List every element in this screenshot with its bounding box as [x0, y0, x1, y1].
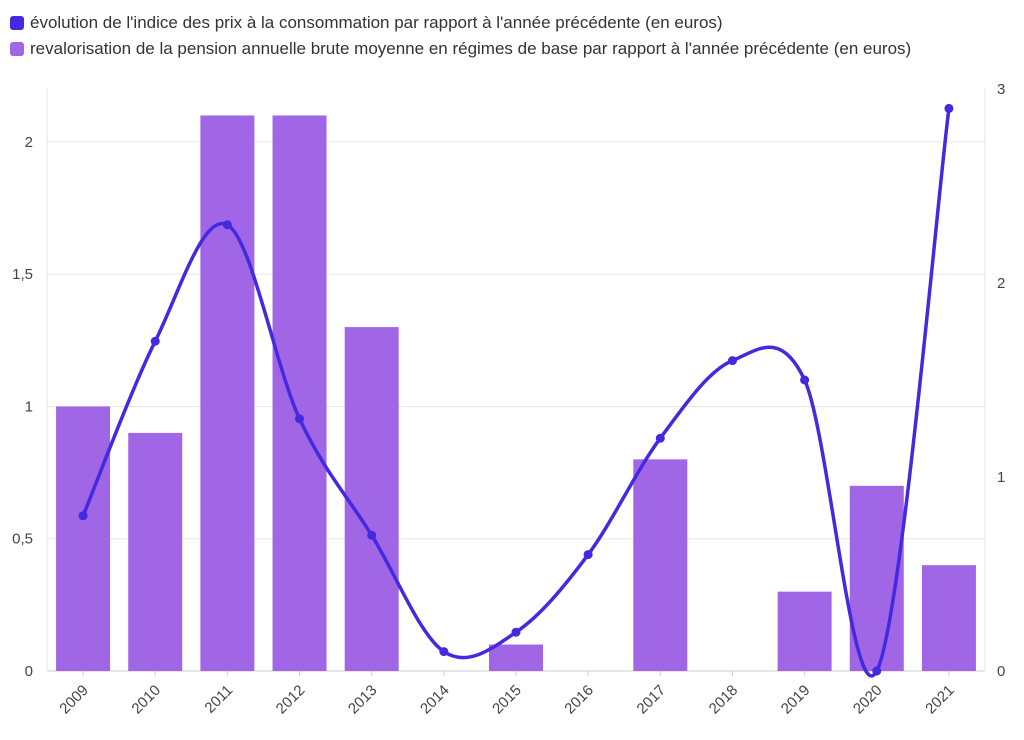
bar-2011 [200, 115, 255, 672]
line-point-2021 [944, 103, 954, 113]
x-tick-label: 2012 [273, 682, 309, 718]
bar-2017 [633, 459, 688, 671]
bar-2012 [272, 115, 327, 672]
x-tick-label: 2011 [201, 682, 236, 717]
line-point-2018 [727, 356, 737, 366]
left-tick-label: 2 [25, 134, 33, 151]
x-tick-label: 2016 [561, 682, 597, 718]
line-point-2013 [367, 530, 377, 540]
x-tick-label: 2014 [417, 682, 453, 718]
x-tick-label: 2021 [922, 682, 958, 718]
bar-2019 [777, 591, 832, 671]
legend-swatch-bar [10, 42, 24, 56]
line-point-2015 [511, 627, 521, 637]
left-tick-label: 0,5 [12, 531, 33, 548]
line-point-2009 [78, 511, 88, 521]
left-tick-label: 0 [25, 663, 33, 680]
line-point-2014 [439, 647, 449, 657]
x-tick-label: 2018 [706, 682, 742, 718]
x-tick-label: 2017 [634, 682, 670, 718]
bar-2013 [344, 327, 399, 671]
x-tick-label: 2019 [778, 682, 814, 718]
legend-item-bar[interactable]: revalorisation de la pension annuelle br… [10, 36, 911, 62]
x-tick-label: 2009 [56, 682, 92, 718]
bar-2010 [128, 432, 183, 671]
line-point-2017 [655, 433, 665, 443]
legend-label-bar: revalorisation de la pension annuelle br… [30, 39, 912, 58]
legend-swatch-line [10, 16, 24, 30]
left-tick-label: 1,5 [12, 266, 33, 283]
line-point-2011 [222, 220, 232, 230]
bar-2021 [921, 565, 976, 671]
bar-2009 [56, 406, 111, 671]
line-point-2010 [150, 336, 160, 346]
line-point-2012 [295, 414, 305, 424]
legend-label-line: évolution de l'indice des prix à la cons… [30, 13, 723, 32]
line-point-2020 [872, 666, 882, 676]
line-point-2016 [583, 550, 593, 560]
right-tick-label: 3 [997, 81, 1005, 98]
x-tick-label: 2013 [345, 682, 381, 718]
right-tick-label: 2 [997, 275, 1005, 292]
bar-2015 [489, 644, 543, 671]
x-tick-label: 2020 [850, 682, 886, 718]
line-point-2019 [800, 375, 810, 385]
legend: évolution de l'indice des prix à la cons… [10, 10, 911, 62]
left-tick-label: 1 [25, 398, 33, 415]
right-tick-label: 0 [997, 663, 1005, 680]
right-tick-label: 1 [997, 469, 1005, 486]
legend-item-line[interactable]: évolution de l'indice des prix à la cons… [10, 10, 911, 36]
x-tick-label: 2010 [128, 682, 164, 718]
x-tick-label: 2015 [489, 682, 525, 718]
